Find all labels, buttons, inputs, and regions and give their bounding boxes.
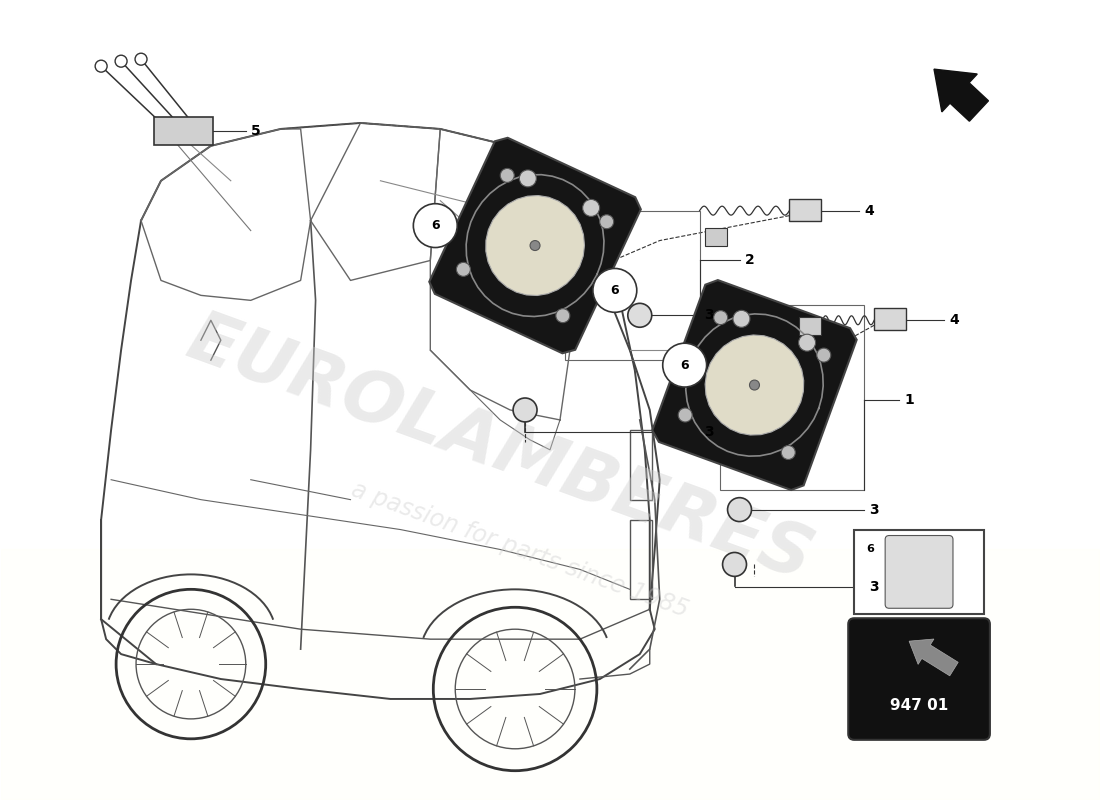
Circle shape <box>723 553 747 576</box>
Circle shape <box>662 343 706 387</box>
Circle shape <box>600 214 614 229</box>
Text: 6: 6 <box>431 219 440 232</box>
Circle shape <box>799 334 815 351</box>
Circle shape <box>513 398 537 422</box>
Bar <box>800 318 822 335</box>
Circle shape <box>628 303 651 327</box>
Text: 6: 6 <box>866 545 874 554</box>
Text: 1: 1 <box>904 393 914 407</box>
FancyArrow shape <box>934 69 989 122</box>
Circle shape <box>414 204 458 247</box>
Text: 3: 3 <box>705 308 714 322</box>
Circle shape <box>556 309 570 322</box>
Bar <box>790 198 822 221</box>
Bar <box>719 306 865 490</box>
Circle shape <box>749 380 759 390</box>
Circle shape <box>519 170 537 187</box>
Circle shape <box>781 446 795 459</box>
Circle shape <box>727 498 751 522</box>
FancyBboxPatch shape <box>154 117 213 145</box>
Text: 6: 6 <box>610 284 619 297</box>
Circle shape <box>583 199 600 216</box>
Circle shape <box>714 310 728 325</box>
Polygon shape <box>486 195 584 295</box>
Circle shape <box>116 55 128 67</box>
Text: 6: 6 <box>680 358 689 372</box>
Circle shape <box>679 408 692 422</box>
Circle shape <box>817 348 830 362</box>
Bar <box>565 210 700 360</box>
Polygon shape <box>429 138 641 354</box>
Text: 5: 5 <box>251 124 261 138</box>
Circle shape <box>96 60 107 72</box>
Circle shape <box>456 262 471 276</box>
Bar <box>705 228 727 246</box>
Bar <box>855 530 983 614</box>
Text: 947 01: 947 01 <box>890 698 948 714</box>
FancyBboxPatch shape <box>848 618 990 740</box>
FancyArrow shape <box>909 639 958 676</box>
Circle shape <box>530 241 540 250</box>
Text: a passion for parts since 1985: a passion for parts since 1985 <box>349 477 692 622</box>
Bar <box>630 430 651 500</box>
Text: EUROLAMBERES: EUROLAMBERES <box>178 305 822 595</box>
Polygon shape <box>652 280 857 490</box>
Text: 3: 3 <box>705 425 714 439</box>
Circle shape <box>733 310 750 327</box>
Text: 4: 4 <box>949 314 959 327</box>
Text: 3: 3 <box>869 580 879 594</box>
Text: 3: 3 <box>869 502 879 517</box>
Circle shape <box>135 54 147 65</box>
Circle shape <box>593 269 637 312</box>
Text: 2: 2 <box>745 254 755 267</box>
Text: 4: 4 <box>865 204 874 218</box>
Polygon shape <box>705 335 804 435</box>
FancyBboxPatch shape <box>886 535 953 608</box>
Circle shape <box>500 169 514 182</box>
Bar <box>630 519 651 599</box>
Bar <box>874 308 906 330</box>
